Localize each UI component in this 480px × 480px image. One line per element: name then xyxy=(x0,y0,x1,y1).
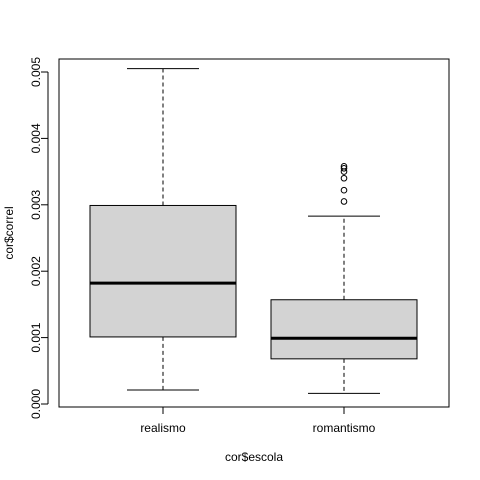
outlier-point xyxy=(340,162,348,170)
y-axis-title: cor$correl xyxy=(2,206,16,259)
x-tick-label: realismo xyxy=(140,421,186,435)
outlier-point xyxy=(340,186,348,194)
x-tick-label: romantismo xyxy=(313,421,376,435)
box-romantismo xyxy=(270,162,418,394)
y-tick-label: 0.002 xyxy=(29,256,43,286)
outlier-point xyxy=(340,174,348,182)
x-axis: realismo romantismo xyxy=(140,406,376,435)
y-tick-label: 0.005 xyxy=(29,57,43,87)
boxes xyxy=(89,68,418,394)
iqr-box xyxy=(270,299,418,360)
y-tick-label: 0.003 xyxy=(29,189,43,219)
y-tick-label: 0.004 xyxy=(29,123,43,153)
y-tick-label: 0.001 xyxy=(29,322,43,352)
y-tick-label: 0.000 xyxy=(29,389,43,419)
y-axis: 0.000 0.001 0.002 0.003 0.004 0.005 xyxy=(29,57,49,419)
iqr-box xyxy=(89,204,237,338)
x-axis-title: cor$escola xyxy=(225,450,283,464)
outlier-point xyxy=(340,198,348,205)
outlier-point xyxy=(340,164,348,172)
box-realismo xyxy=(89,68,237,391)
